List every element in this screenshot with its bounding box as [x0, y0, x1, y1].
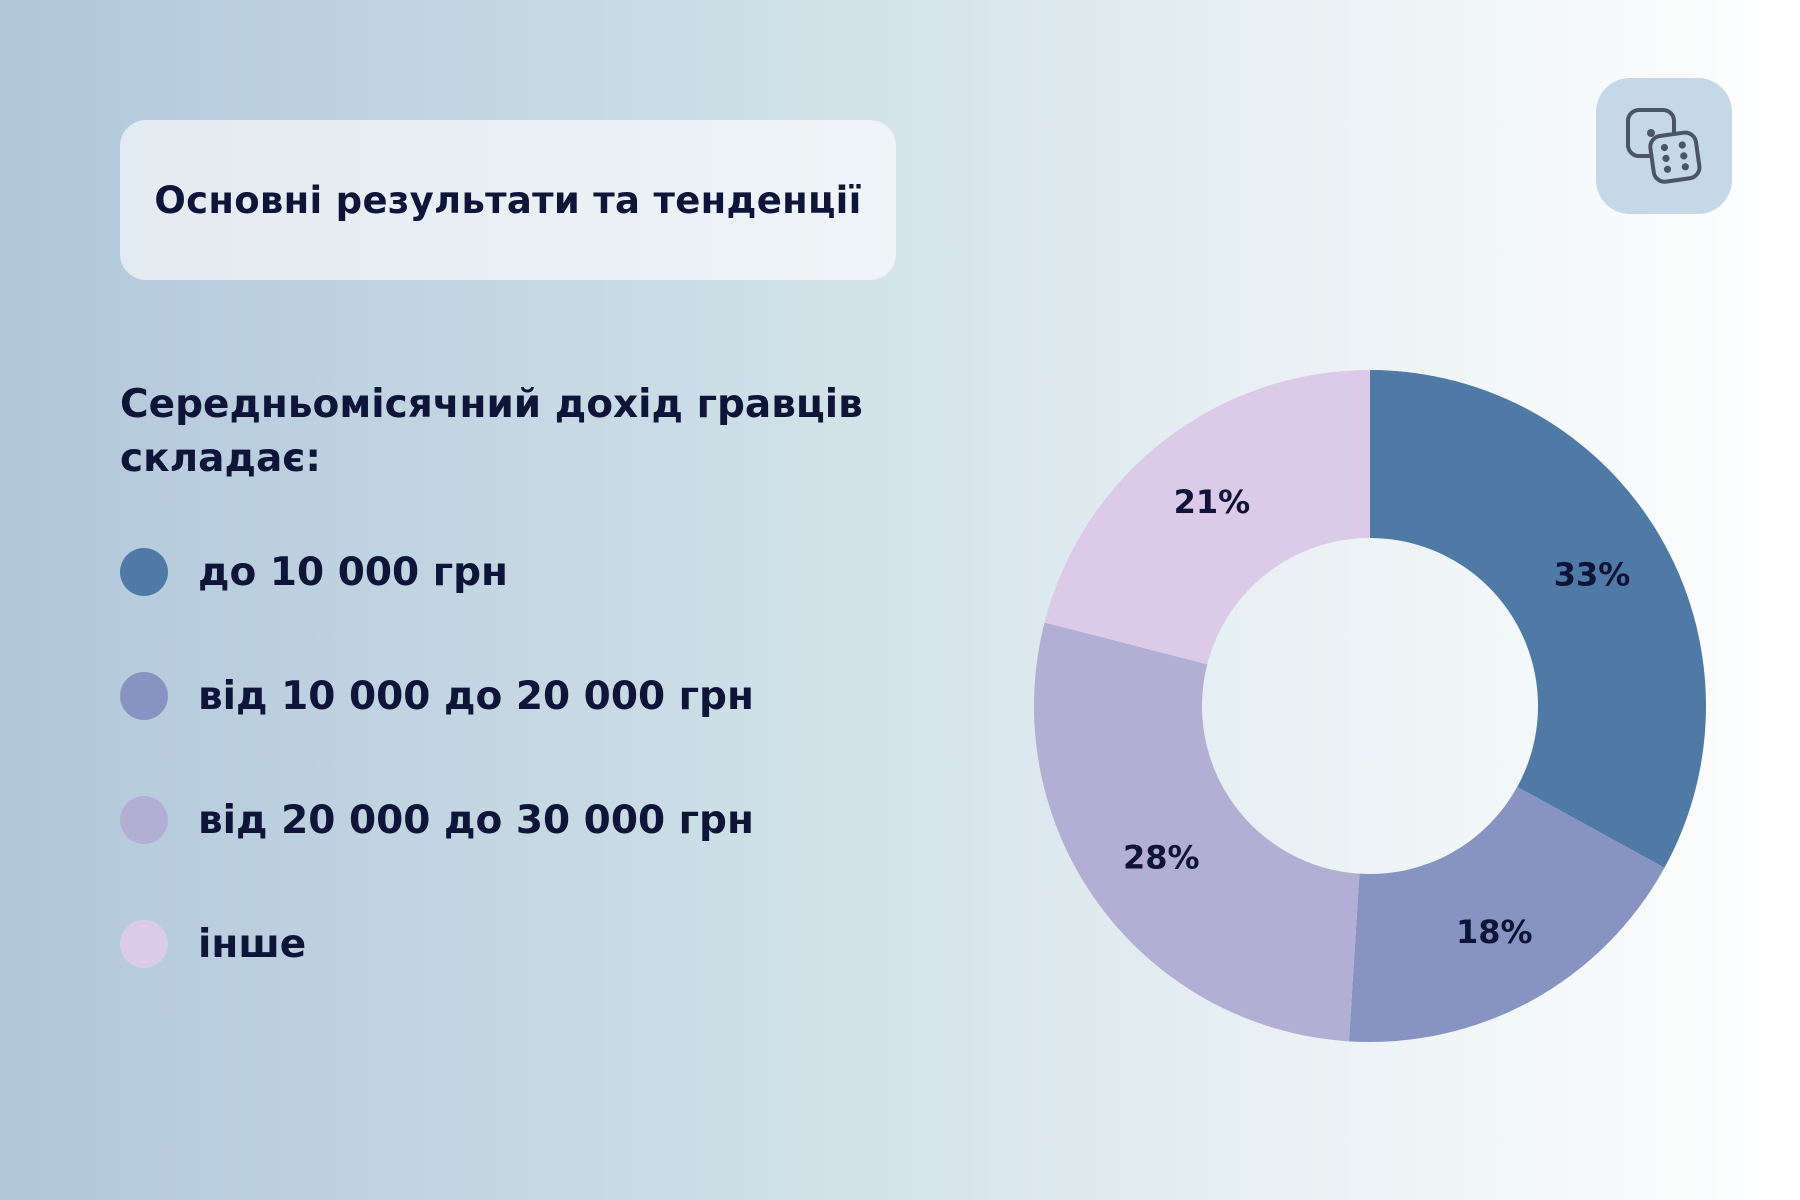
donut-slice: [1370, 370, 1706, 868]
legend-label: до 10 000 грн: [198, 549, 508, 595]
legend-label: від 20 000 до 30 000 грн: [198, 797, 754, 843]
donut-slice: [1034, 622, 1360, 1042]
legend-item: від 10 000 до 20 000 грн: [120, 672, 754, 720]
legend-swatch: [120, 796, 168, 844]
legend-label: інше: [198, 921, 307, 967]
legend-swatch: [120, 920, 168, 968]
dice-icon: [1626, 108, 1702, 184]
donut-slice: [1348, 786, 1665, 1042]
donut-slice: [1044, 370, 1370, 665]
slice-label: 18%: [1456, 913, 1533, 951]
legend-item: інше: [120, 920, 754, 968]
donut-chart: 33% 18% 28% 21%: [1034, 370, 1706, 1042]
legend-item: до 10 000 грн: [120, 548, 754, 596]
page-title: Основні результати та тенденції: [154, 178, 862, 222]
chart-subtitle: Середньомісячний дохід гравців складає:: [120, 382, 863, 481]
legend-swatch: [120, 672, 168, 720]
logo: [1596, 78, 1732, 214]
legend-item: від 20 000 до 30 000 грн: [120, 796, 754, 844]
header-card: Основні результати та тенденції: [120, 120, 896, 280]
legend: до 10 000 грн від 10 000 до 20 000 грн в…: [120, 548, 754, 1044]
slice-label: 33%: [1554, 556, 1631, 594]
slice-label: 28%: [1123, 839, 1200, 877]
legend-label: від 10 000 до 20 000 грн: [198, 673, 754, 719]
slice-label: 21%: [1174, 483, 1251, 521]
legend-swatch: [120, 548, 168, 596]
